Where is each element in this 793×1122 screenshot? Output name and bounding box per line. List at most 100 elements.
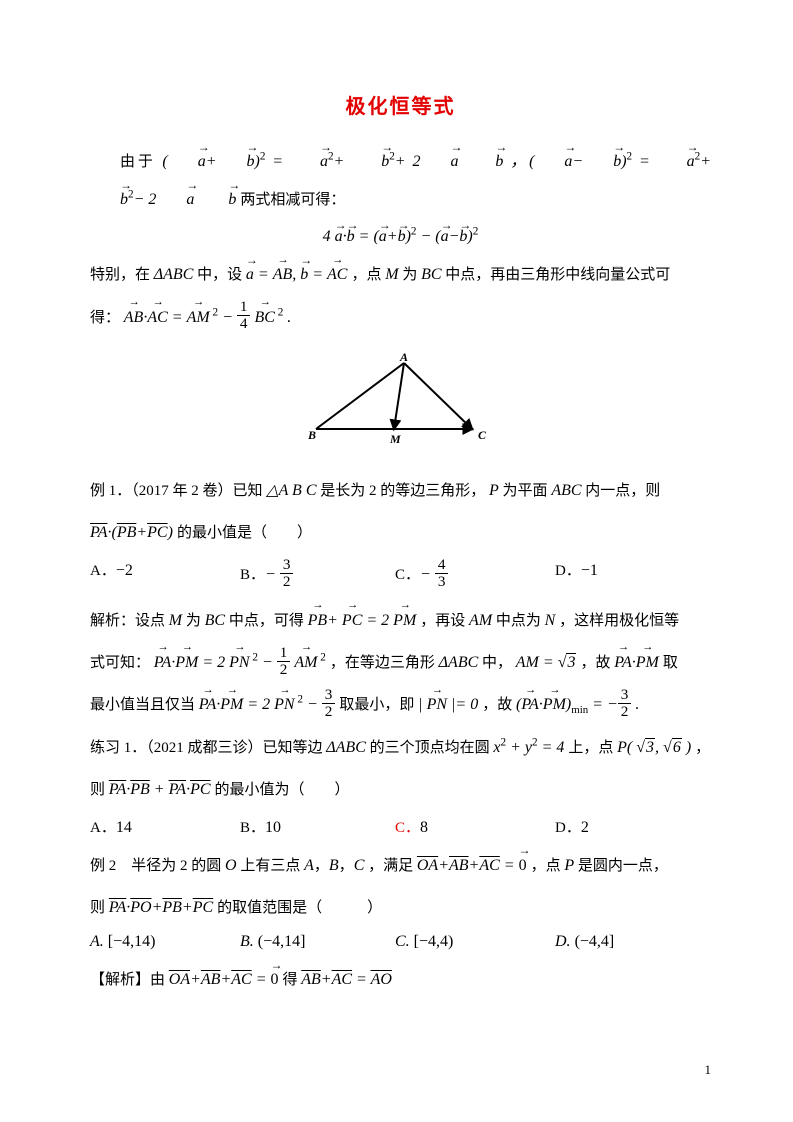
centered-formula: 4 a·b = (a+b)2 − (a−b)2 [90,226,711,246]
text: ，满足 [368,858,413,874]
symbol: P [564,857,574,874]
text: 式可知： [90,655,150,671]
symbol: M [385,266,398,283]
option-D[interactable]: D．−1 [555,559,598,592]
text: 中， [482,655,512,671]
intro-line1: 由于 (a+b)2 = a2+ b2+ 2a b ，(a−b)2 = a2+ b… [90,143,711,220]
option-C[interactable]: C. [−4,4) [395,933,555,951]
option-A[interactable]: A. [−4,14) [90,933,240,951]
example1-expr: PA·(PB+PC) 的最小值是（ ） [90,514,711,552]
text: ，点 [351,267,381,283]
intro-line3: 得： AB·AC = AM 2 − 14 BC 2 . [90,299,711,337]
text: 中，设 [197,267,242,283]
svg-text:C: C [478,428,487,442]
text: 为 [186,613,201,629]
option-C[interactable]: C．− 43 [395,559,555,592]
option-D[interactable]: D．2 [555,816,589,837]
text: ，故 [580,655,610,671]
formula: a = AB, b = AC [246,266,352,283]
symbol: N [545,612,556,629]
symbol: M [169,612,182,629]
symbol: O [225,857,237,874]
text: 为 [402,267,417,283]
formula: PA·PO+PB+PC [109,899,217,916]
formula: AB+AC = AO [301,971,392,988]
example2-options: A. [−4,14) B. (−4,14] C. [−4,4) D. (−4,4… [90,933,711,951]
option-D-value: 2 [581,819,589,836]
symbol: C [354,857,365,874]
text: 特别，在 [90,267,150,283]
text: ，在等边三角形 [330,655,435,671]
text: 则 [90,782,105,798]
text: 取最小，即 [339,697,414,713]
example1-head: 例 1．（2017 年 2 卷）已知 △A B C 是长为 2 的等边三角形， … [90,472,711,510]
formula: PA·PB + PA·PC [109,781,215,798]
symbol: ΔABC [326,739,366,756]
formula: PA·PM [614,654,663,671]
option-C[interactable]: C．8 [395,816,555,837]
text: 得 [282,972,297,988]
symbol: ABC [551,482,581,499]
symbol: BC [205,612,225,629]
example1-solution-2: 式可知： PA·PM = 2 PN 2 − 12 AM 2 ，在等边三角形 ΔA… [90,644,711,682]
text: 中点为 [496,613,541,629]
symbol: B [329,857,339,874]
option-A-value: −2 [116,562,133,579]
symbol: ΔABC [439,654,479,671]
formula: P( 3, 6 ) [617,739,695,756]
page-number: 1 [705,1062,712,1078]
option-C-value: [−4,4) [414,933,454,950]
text: ，点 [531,858,565,874]
option-B-value: (−4,14] [258,933,306,950]
option-D[interactable]: D. (−4,4] [555,933,614,951]
text: ，故 [482,697,512,713]
text: 则 [90,900,105,916]
text: ， [695,740,710,756]
text: 的取值范围是（ ） [217,900,382,916]
option-B-value: − 32 [265,566,293,583]
text: 的最小值为（ ） [215,782,350,798]
formula: OA+AB+AC = 0 [169,971,283,988]
practice1-options: A．14 B．10 C．8 D．2 [90,816,711,837]
symbol: A [304,857,314,874]
formula: PA·PM = 2 PN 2 − 32 [199,696,340,713]
text: 上有三点 [240,858,304,874]
example1-solution-3: 最小值当且仅当 PA·PM = 2 PN 2 − 32 取最小，即 | PN |… [90,686,711,724]
symbol: AM [469,612,492,629]
text: 得： [90,310,120,326]
text: 的三个顶点均在圆 [370,740,490,756]
text: 的最小值是（ ） [177,525,312,541]
formula: AM = 3 [516,654,581,671]
symbol: BC [421,266,441,283]
example2-expr: 则 PA·PO+PB+PC 的取值范围是（ ） [90,889,711,927]
triangle-figure: A B M C [90,349,711,454]
svg-text:M: M [389,432,401,446]
option-C-value: − 43 [420,566,448,583]
example2-head: 例 2 半径为 2 的圆 O 上有三点 A，B，C ，满足 OA+AB+AC =… [90,847,711,885]
text: ，再设 [420,613,465,629]
option-C-value: 8 [420,819,428,836]
formula: PB+ PC = 2 PM [308,612,421,629]
option-B[interactable]: B．10 [240,816,395,837]
option-B[interactable]: B．− 32 [240,559,395,592]
option-B[interactable]: B. (−4,14] [240,933,395,951]
intro-line2: 特别，在 ΔABC 中，设 a = AB, b = AC ，点 M 为 BC 中… [90,256,711,294]
text: 内一点，则 [585,483,660,499]
text: 解析：设点 [90,613,165,629]
symbol: P [489,482,499,499]
text: 练习 1．（2021 成都三诊）已知等边 [90,740,323,756]
symbol: △A B C [266,482,316,499]
text: 两式相减可得： [240,192,345,208]
option-A[interactable]: A．−2 [90,559,240,592]
option-A[interactable]: A．14 [90,816,240,837]
text: 中点，可得 [229,613,304,629]
formula: PA·PM = 2 PN 2 − 12 AM 2 [154,654,330,671]
formula: OA+AB+AC = 0 [417,857,531,874]
formula: AB·AC = AM 2 − 14 BC 2 . [124,309,292,326]
text: 是长为 2 的等边三角形， [320,483,485,499]
page-title: 极化恒等式 [90,90,711,119]
text: 例 1．（2017 年 2 卷）已知 [90,483,263,499]
formula: PA·(PB+PC) [90,524,177,541]
text: 【解析】由 [90,972,165,988]
formula: | PN |= 0 [418,696,482,713]
